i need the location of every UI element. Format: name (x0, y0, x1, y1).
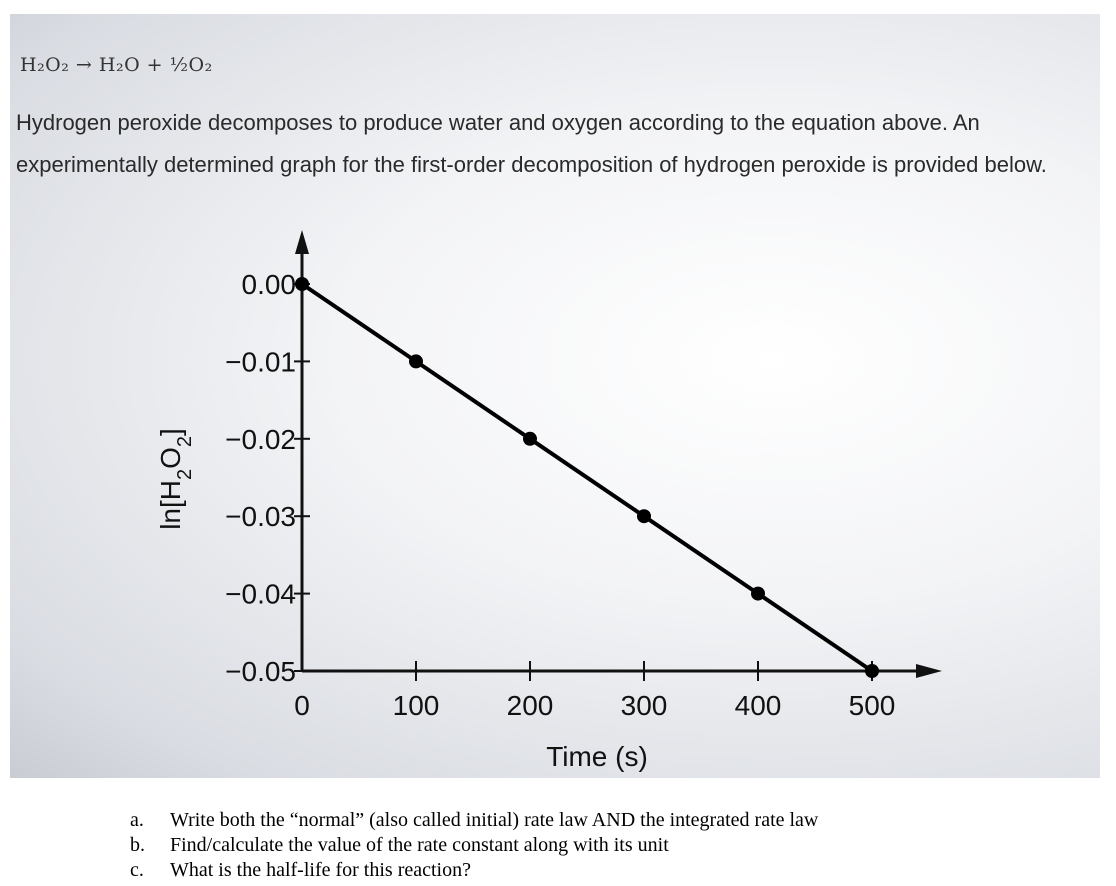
data-point (295, 277, 309, 291)
y-axis-title-sub: 2 (174, 469, 196, 480)
x-axis-title: Time (s) (546, 741, 648, 772)
y-axis-title-part: ] (155, 428, 186, 436)
data-point (637, 509, 651, 524)
y-tick-label: −0.04 (225, 579, 296, 610)
question-list: a. Write both the “normal” (also called … (130, 808, 818, 883)
y-tick-label: −0.03 (225, 501, 296, 532)
y-axis-title-part: ln[H (155, 480, 186, 530)
x-tick-label: 100 (393, 690, 440, 721)
question-letter: b. (130, 834, 145, 856)
question-text: Find/calculate the value of the rate con… (170, 834, 669, 856)
data-point (751, 586, 765, 601)
y-tick-label: 0.00 (242, 269, 297, 300)
question-text: What is the half-life for this reaction? (170, 859, 471, 881)
x-axis-arrow-icon (916, 664, 942, 678)
data-point (409, 354, 423, 369)
x-tick-label: 300 (621, 690, 668, 721)
y-tick-label: −0.02 (225, 424, 296, 455)
y-tick-label: −0.01 (225, 346, 296, 377)
question-text: Write both the “normal” (also called ini… (170, 809, 819, 831)
x-tick-label: 400 (735, 690, 782, 721)
problem-intro: Hydrogen peroxide decomposes to produce … (16, 110, 1047, 177)
textbook-photo: H₂O₂ → H₂O + ½O₂ Hydrogen peroxide decom… (10, 14, 1100, 778)
chart-axes (295, 230, 942, 678)
question-a: a. Write both the “normal” (also called … (130, 808, 818, 833)
x-tick-label: 500 (849, 690, 896, 721)
reaction-equation: H₂O₂ → H₂O + ½O₂ (20, 54, 213, 76)
y-axis-title-part: O (155, 447, 186, 469)
question-letter: c. (130, 859, 144, 881)
question-c: c. What is the half-life for this reacti… (130, 858, 818, 883)
y-tick-label: −0.05 (225, 656, 296, 687)
y-axis-arrow-icon (295, 230, 309, 254)
chart-series (295, 277, 879, 678)
question-b: b. Find/calculate the value of the rate … (130, 833, 818, 858)
data-point (523, 431, 537, 446)
data-point (865, 664, 879, 678)
y-axis-title: ln[H2O2] (155, 428, 196, 530)
series-line (300, 282, 874, 673)
decomposition-chart: 0.00 −0.01 −0.02 −0.03 −0.04 −0.050 100 200 300 4… (155, 230, 942, 772)
question-letter: a. (130, 809, 144, 831)
chart-ticks: 0.00 −0.01 −0.02 −0.03 −0.04 −0.050 100 200 300 4… (225, 269, 895, 721)
x-tick-label: 200 (507, 690, 554, 721)
x-tick-label: 0 (294, 690, 310, 721)
y-axis-title-sub: 2 (174, 436, 196, 447)
